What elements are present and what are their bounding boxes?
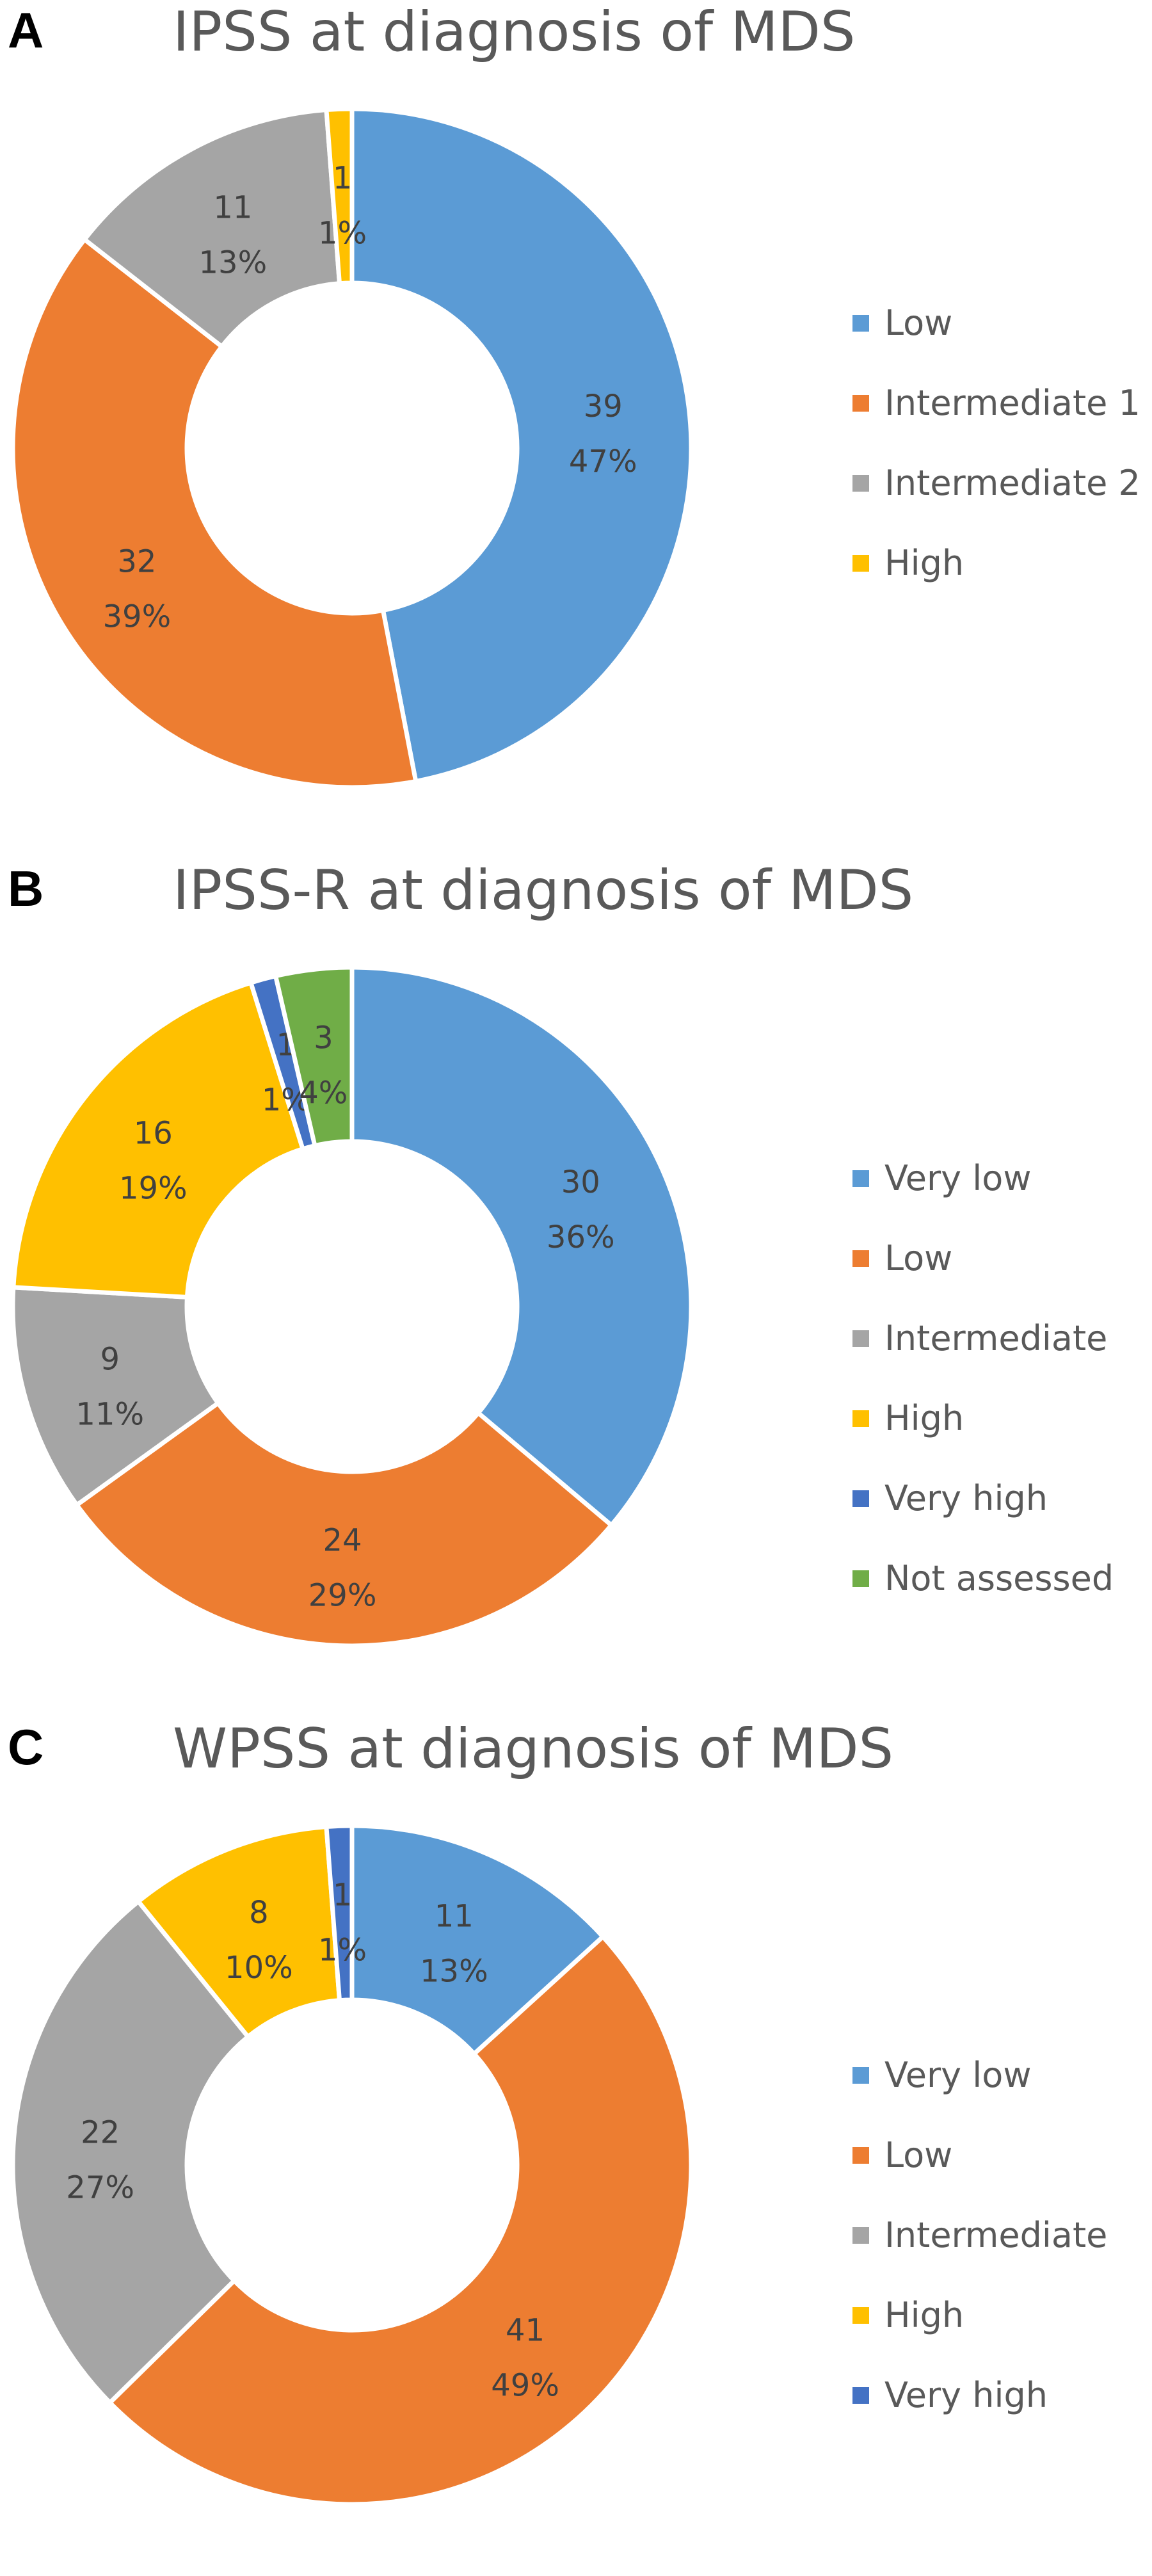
legend-label: High <box>884 1398 964 1438</box>
legend-item-high: High <box>852 2275 1107 2355</box>
legend-item-very-low: Very low <box>852 1138 1114 1218</box>
data-label-intermediate-2: 11 13% <box>199 190 268 281</box>
legend-label: Very high <box>884 1478 1048 1518</box>
legend-swatch <box>852 314 869 332</box>
legend-swatch <box>852 394 869 412</box>
legend-label: High <box>884 2295 964 2335</box>
legend-item-intermediate-2: Intermediate 2 <box>852 443 1140 523</box>
legend-item-low: Low <box>852 2115 1107 2195</box>
legend-item-intermediate: Intermediate <box>852 1298 1114 1378</box>
legend-item-very-high: Very high <box>852 2355 1107 2435</box>
legend-label: Low <box>884 303 953 343</box>
legend-label: Intermediate 1 <box>884 383 1140 423</box>
data-label-intermediate: 9 11% <box>76 1341 144 1432</box>
legend-swatch <box>852 2387 869 2404</box>
slice-low <box>74 1399 615 1648</box>
slice-intermediate-2 <box>81 107 342 350</box>
legend-swatch <box>852 1570 869 1587</box>
legend-item-very-high: Very high <box>852 1458 1114 1538</box>
legend-label: Very low <box>884 1158 1032 1198</box>
legend-swatch <box>852 474 869 492</box>
chart-title: IPSS-R at diagnosis of MDS <box>173 858 914 922</box>
legend-label: Very high <box>884 2375 1048 2415</box>
panel-a: A IPSS at diagnosis of MDS 39 47% 32 39% 11 1… <box>0 0 1152 858</box>
legend-item-intermediate-1: Intermediate 1 <box>852 363 1140 443</box>
data-label-low: 41 49% <box>491 2312 559 2403</box>
data-label-high: 16 19% <box>119 1116 188 1207</box>
slice-intermediate <box>10 1898 252 2406</box>
slice-intermediate-1 <box>10 236 419 790</box>
legend-swatch <box>852 1490 869 1507</box>
legend-label: Not assessed <box>884 1558 1114 1598</box>
legend-swatch <box>852 2226 869 2244</box>
chart-title: IPSS at diagnosis of MDS <box>173 0 856 64</box>
data-label-low: 24 29% <box>308 1523 377 1614</box>
legend-label: Very low <box>884 2055 1032 2095</box>
data-label-high: 1 1% <box>318 160 367 251</box>
legend-label: Intermediate 2 <box>884 463 1140 503</box>
data-label-high: 8 10% <box>225 1895 293 1986</box>
donut-chart: 11 13% 41 49% 22 27% 8 10% 1 1% <box>10 1823 694 2507</box>
slice-not-assessed <box>273 965 355 1148</box>
legend: Very low Low Intermediate High Very high Not … <box>852 1138 1114 1618</box>
legend-swatch <box>852 2146 869 2164</box>
legend-item-high: High <box>852 523 1140 603</box>
legend-item-low: Low <box>852 283 1140 363</box>
legend-swatch <box>852 1330 869 1347</box>
panel-label: A <box>8 2 44 58</box>
slice-very-low <box>349 965 694 1529</box>
legend-item-very-low: Very low <box>852 2035 1107 2115</box>
legend-label: High <box>884 543 964 583</box>
panel-label: B <box>8 860 44 917</box>
donut-chart: 39 47% 32 39% 11 13% 1 1% <box>10 106 694 790</box>
legend-swatch <box>852 2066 869 2084</box>
legend-item-high: High <box>852 1378 1114 1458</box>
legend: Low Intermediate 1 Intermediate 2 High <box>852 283 1140 603</box>
legend-label: Low <box>884 1238 953 1278</box>
data-label-very-high: 1 1% <box>318 1877 367 1968</box>
data-label-low: 39 47% <box>569 389 637 479</box>
slice-intermediate <box>10 1285 221 1508</box>
legend-item-low: Low <box>852 1218 1114 1298</box>
data-label-very-low: 30 36% <box>547 1164 615 1255</box>
data-label-intermediate: 22 27% <box>66 2115 134 2206</box>
legend-label: Low <box>884 2135 953 2175</box>
donut-chart: 30 36%24 29%9 11%16 19%1 1%3 4% <box>10 965 694 1648</box>
slice-high <box>135 1824 342 2040</box>
data-label-not-assessed: 3 4% <box>299 1020 348 1111</box>
legend-label: Intermediate <box>884 1318 1108 1358</box>
legend: Very low Low Intermediate High Very high <box>852 2035 1107 2435</box>
slice-high <box>11 979 306 1300</box>
data-label-very-low: 11 13% <box>420 1899 488 1990</box>
panel-b: B IPSS-R at diagnosis of MDS 30 36% 24 29% 9… <box>0 858 1152 1717</box>
legend-item-not-assessed: Not assessed <box>852 1538 1114 1618</box>
legend-swatch <box>852 554 869 572</box>
slice-high <box>324 106 355 286</box>
legend-swatch <box>852 2306 869 2324</box>
slice-very-high <box>324 1823 355 2003</box>
slice-very-low <box>349 1823 607 2057</box>
legend-swatch <box>852 1410 869 1427</box>
data-label-intermediate-1: 32 39% <box>103 544 172 635</box>
legend-swatch <box>852 1170 869 1187</box>
panel-label: C <box>8 1719 44 1775</box>
panel-c: C WPSS at diagnosis of MDS 11 13% 41 49% 22 2… <box>0 1717 1152 2575</box>
legend-item-intermediate: Intermediate <box>852 2195 1107 2275</box>
legend-swatch <box>852 1250 869 1267</box>
slice-low <box>349 106 694 784</box>
chart-title: WPSS at diagnosis of MDS <box>173 1717 894 1781</box>
slice-low <box>106 1933 694 2507</box>
legend-label: Intermediate <box>884 2215 1108 2255</box>
